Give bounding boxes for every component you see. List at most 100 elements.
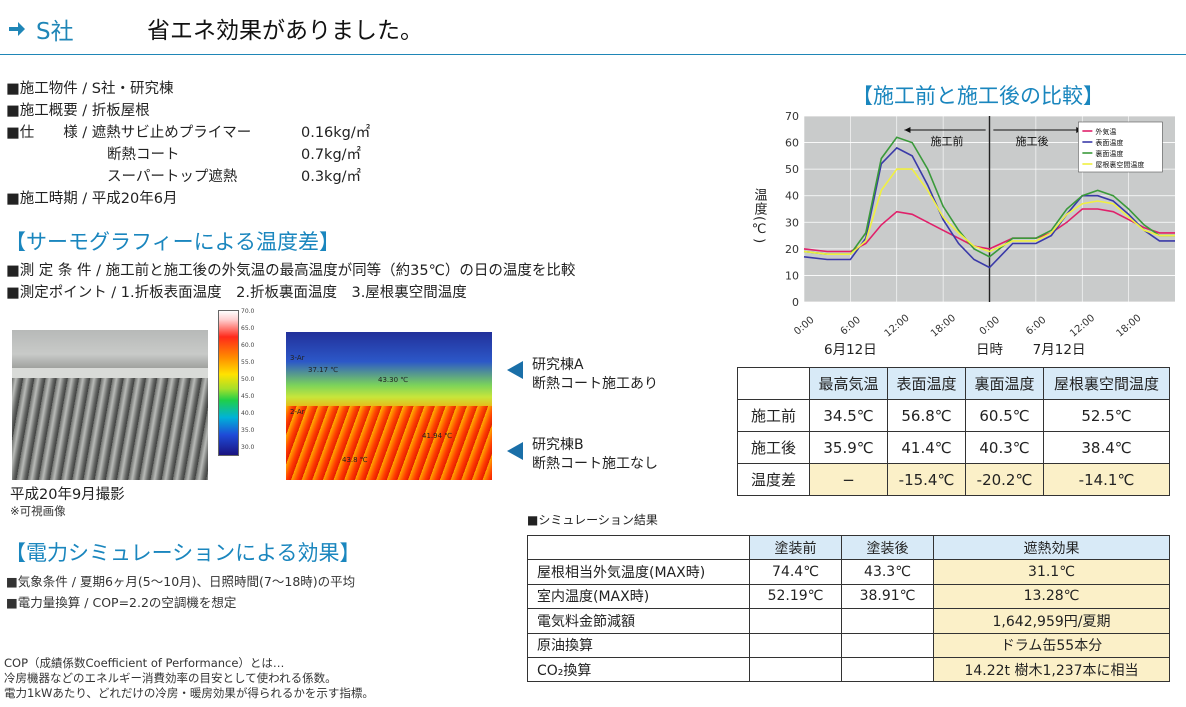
thermography-image: 3-Ar 37.17 ℃ 43.30 ℃ 2-Ar 41.94 ℃ 43.8 ℃ [286,332,492,480]
table-header-row: 塗装前 塗装後 遮熱効果 [527,534,1170,561]
photo-note: ※可視画像 [10,504,66,518]
scale-tick: 30.0 [241,444,255,451]
series-line-屋根裏空間温度 [803,168,1175,255]
cop-note-title: COP（成績係数Coefficient of Performance）とは… [4,656,285,670]
legend-label: 屋根裏空間温度 [1095,160,1144,169]
legend-label: 表面温度 [1095,138,1123,147]
scale-tick: 50.0 [241,376,255,383]
row-label: 温度差 [737,463,810,496]
thermo-label: 37.17 ℃ [308,366,339,374]
x-tick-label: 6:00 [1024,315,1048,338]
table-row: 原油換算 ドラム缶55本分 [527,632,1170,658]
row-label: 電気料金節減額 [527,608,750,634]
cop-note-line: 電力1kWあたり、どれだけの冷房・暖房効果が得られるかを示す指標。 [4,686,374,700]
table-row: 温度差 − -15.4℃ -20.2℃ -14.1℃ [737,463,1170,496]
row-label: 室内温度(MAX時) [527,583,750,610]
table-cell: − [809,463,888,496]
table-cell: 14.22t 樹木1,237本に相当 [933,656,1170,683]
table-cell: 31.1℃ [933,559,1170,585]
scale-tick: 65.0 [241,325,255,332]
table-cell: 41.4℃ [887,431,966,464]
row-label: 施工前 [737,399,810,432]
x-axis-date-label: 6月12日 [824,342,877,358]
x-tick-label: 6:00 [839,315,863,338]
table-cell: -20.2℃ [965,463,1044,496]
x-axis-date-label: 7月12日 [1033,342,1086,358]
table-corner [527,534,750,561]
legend-label: 裏面温度 [1095,149,1123,158]
building-a-name: 研究棟A [532,357,584,373]
table-row: 施工後 35.9℃ 41.4℃ 40.3℃ 38.4℃ [737,431,1170,464]
y-tick-label: 20 [785,243,799,256]
table-cell: 60.5℃ [965,399,1044,432]
x-tick-label: 0:00 [978,315,1002,338]
before-arrowhead [904,127,911,133]
column-header: 塗装前 [749,534,842,561]
annotation-after: 施工後 [1016,134,1049,148]
cop-note-line: 冷房機器などのエネルギー消費効率の目安として使われる係数。 [4,671,337,685]
table-corner [737,367,810,400]
spec-overview: ■施工概要 / 折板屋根 [6,103,150,119]
y-tick-label: 30 [785,216,799,229]
spec-value-primer: 0.16kg/㎡ [301,125,371,141]
page-headline: 省エネ効果がありました。 [147,18,423,44]
roof-photo [12,330,208,480]
table-cell [749,632,842,658]
y-tick-label: 70 [785,110,799,123]
thermo-condition: ■測 定 条 件 / 施工前と施工後の外気温の最高温度が同等（約35℃）の日の温… [6,263,576,279]
row-label: 屋根相当外気温度(MAX時) [527,559,750,585]
thermo-label: 43.30 ℃ [378,376,409,384]
spec-property: ■施工物件 / S社・研究棟 [6,81,174,97]
table-row: 屋根相当外気温度(MAX時) 74.4℃ 43.3℃ 31.1℃ [527,559,1170,585]
column-header: 屋根裏空間温度 [1043,367,1170,400]
arrow-right-icon [9,22,25,36]
spec-spec-top: スーパートップ遮熱 [107,169,238,185]
pointer-triangle-icon [507,361,523,379]
table-cell: 40.3℃ [965,431,1044,464]
building-a-desc: 断熱コート施工あり [532,376,658,392]
photo-caption: 平成20年9月撮影 [10,487,125,503]
power-section-title: 【電力シミュレーションによる効果】 [5,541,361,565]
y-tick-label: 40 [785,190,799,203]
building-b-desc: 断熱コート施工なし [532,456,658,472]
x-tick-label: 18:00 [929,313,958,340]
table-cell [749,656,842,683]
thermo-label: 43.8 ℃ [342,456,368,464]
table-cell [841,608,934,634]
scale-tick: 70.0 [241,308,255,315]
power-condition: ■気象条件 / 夏期6ヶ月(5〜10月)、日照時間(7〜18時)の平均 [6,574,356,589]
spec-spec-primer: ■仕 様 / 遮熱サビ止めプライマー [6,125,252,141]
spec-spec-coat: 断熱コート [107,147,180,163]
column-header: 塗装後 [841,534,934,561]
comparison-table: 最高気温 表面温度 裏面温度 屋根裏空間温度 施工前 34.5℃ 56.8℃ 6… [737,367,1170,496]
table-cell: ドラム缶55本分 [933,632,1170,658]
table-row: 施工前 34.5℃ 56.8℃ 60.5℃ 52.5℃ [737,399,1170,432]
chart-title: 【施工前と施工後の比較】 [852,84,1104,108]
thermo-label: 41.94 ℃ [422,432,453,440]
table-cell: 38.4℃ [1043,431,1170,464]
annotation-before: 施工前 [930,134,963,148]
table-cell: 1,642,959円/夏期 [933,608,1170,634]
table-header-row: 最高気温 表面温度 裏面温度 屋根裏空間温度 [737,367,1170,400]
column-header: 表面温度 [887,367,966,400]
scale-tick: 55.0 [241,359,255,366]
column-header: 最高気温 [809,367,888,400]
table-row: 電気料金節減額 1,642,959円/夏期 [527,608,1170,634]
power-conversion: ■電力量換算 / COP=2.2の空調機を想定 [6,595,237,610]
simulation-label: ■シミュレーション結果 [527,513,658,527]
table-cell: 35.9℃ [809,431,888,464]
building-b-name: 研究棟B [532,437,584,453]
company-name: S社 [36,19,74,45]
thermo-points: ■測定ポイント / 1.折板表面温度 2.折板裏面温度 3.屋根裏空間温度 [6,285,467,301]
table-cell: -15.4℃ [887,463,966,496]
table-cell: 43.3℃ [841,559,934,585]
thermo-section-title: 【サーモグラフィーによる温度差】 [5,230,340,254]
x-tick-label: 18:00 [1114,313,1143,340]
table-cell: 56.8℃ [887,399,966,432]
simulation-table: 塗装前 塗装後 遮熱効果 屋根相当外気温度(MAX時) 74.4℃ 43.3℃ … [527,534,1170,683]
thermo-label: 2-Ar [290,408,305,416]
table-cell: -14.1℃ [1043,463,1170,496]
table-row: CO₂換算 14.22t 樹木1,237本に相当 [527,656,1170,683]
row-label: CO₂換算 [527,656,750,683]
x-axis-label: 日時 [976,342,1004,358]
